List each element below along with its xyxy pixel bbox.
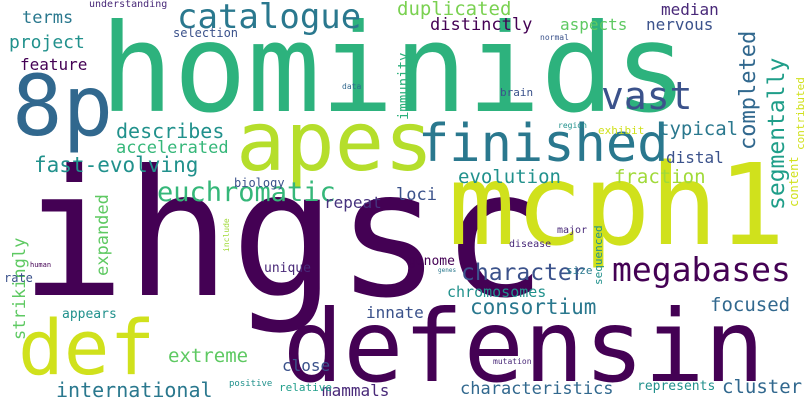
word-region: region <box>558 121 587 130</box>
word-include: include <box>222 218 231 252</box>
word-euchromatic: euchromatic <box>157 177 336 208</box>
word-understanding: understanding <box>89 0 168 10</box>
word-median: median <box>661 0 719 19</box>
word-catalogue: catalogue <box>177 0 362 37</box>
word-aspects: aspects <box>560 15 628 34</box>
word-fraction: fraction <box>614 166 706 188</box>
word-disease: disease <box>509 239 552 250</box>
word-defensin: defensin <box>283 288 765 404</box>
word-completed: completed <box>736 30 761 150</box>
word-normal: normal <box>540 33 569 42</box>
word-immunity: immunity <box>396 52 412 120</box>
word-describes: describes <box>116 119 225 143</box>
word-relative: relative <box>279 381 332 394</box>
word-repeat: repeat <box>324 193 382 212</box>
word-content: content <box>787 156 801 207</box>
word-feature: feature <box>20 55 88 74</box>
word-loci: loci <box>396 185 437 205</box>
word-cluster: cluster <box>722 376 803 398</box>
word-distinctly: distinctly <box>430 15 533 35</box>
word-positive: positive <box>229 379 273 389</box>
word-extreme: extreme <box>168 345 249 367</box>
word-exhibit: exhibit <box>598 124 645 137</box>
word-contributed: contributed <box>794 77 807 150</box>
word-typical: typical <box>658 118 739 140</box>
word-project: project <box>9 32 85 53</box>
word-ihgsc: ihgsc <box>20 134 547 337</box>
word-represents: represents <box>637 379 716 394</box>
word-appears: appears <box>62 307 117 322</box>
word-genes: genes <box>438 267 457 274</box>
word-focused: focused <box>710 294 791 316</box>
word-brain: brain <box>500 86 534 99</box>
word-major: major <box>557 225 588 236</box>
word-fast-evolving: fast-evolving <box>34 153 199 177</box>
word-selection: selection <box>173 26 239 40</box>
word-8p: 8p <box>12 57 114 155</box>
word-unique: unique <box>264 261 311 276</box>
word-expanded: expanded <box>93 194 113 276</box>
word-rate: rate <box>4 271 33 285</box>
word-biology: biology <box>234 176 285 190</box>
word-character: character <box>461 260 586 286</box>
word-hominids: hominids <box>100 0 688 140</box>
word-chromosomes: chromosomes <box>447 283 547 301</box>
word-accelerated: accelerated <box>116 138 229 158</box>
word-data: data <box>342 82 362 91</box>
word-genome: genome <box>408 254 455 269</box>
word-international: international <box>56 378 213 402</box>
word-sequenced: sequenced <box>592 225 605 285</box>
word-distal: distal <box>666 148 724 167</box>
word-nervous: nervous <box>646 15 714 34</box>
word-segmentally: segmentally <box>764 57 790 210</box>
word-terms: terms <box>22 8 74 28</box>
word-mutation: mutation <box>493 357 532 366</box>
word-apes: apes <box>236 95 434 190</box>
word-finished: finished <box>418 114 669 174</box>
word-def: def <box>18 303 156 392</box>
word-size: size <box>566 264 593 277</box>
word-close: close <box>282 356 331 375</box>
word-mammals: mammals <box>322 381 390 400</box>
word-characteristics: characteristics <box>460 379 614 399</box>
word-duplicated: duplicated <box>397 0 512 20</box>
word-vast: vast <box>601 74 693 118</box>
word-megabases: megabases <box>612 250 791 289</box>
word-human: human <box>30 261 52 269</box>
word-mcph1: mcph1 <box>448 141 786 271</box>
word-consortium: consortium <box>470 295 597 319</box>
word-evolution: evolution <box>458 166 561 188</box>
word-innate: innate <box>366 303 424 322</box>
word-strikingly: strikingly <box>10 237 30 340</box>
